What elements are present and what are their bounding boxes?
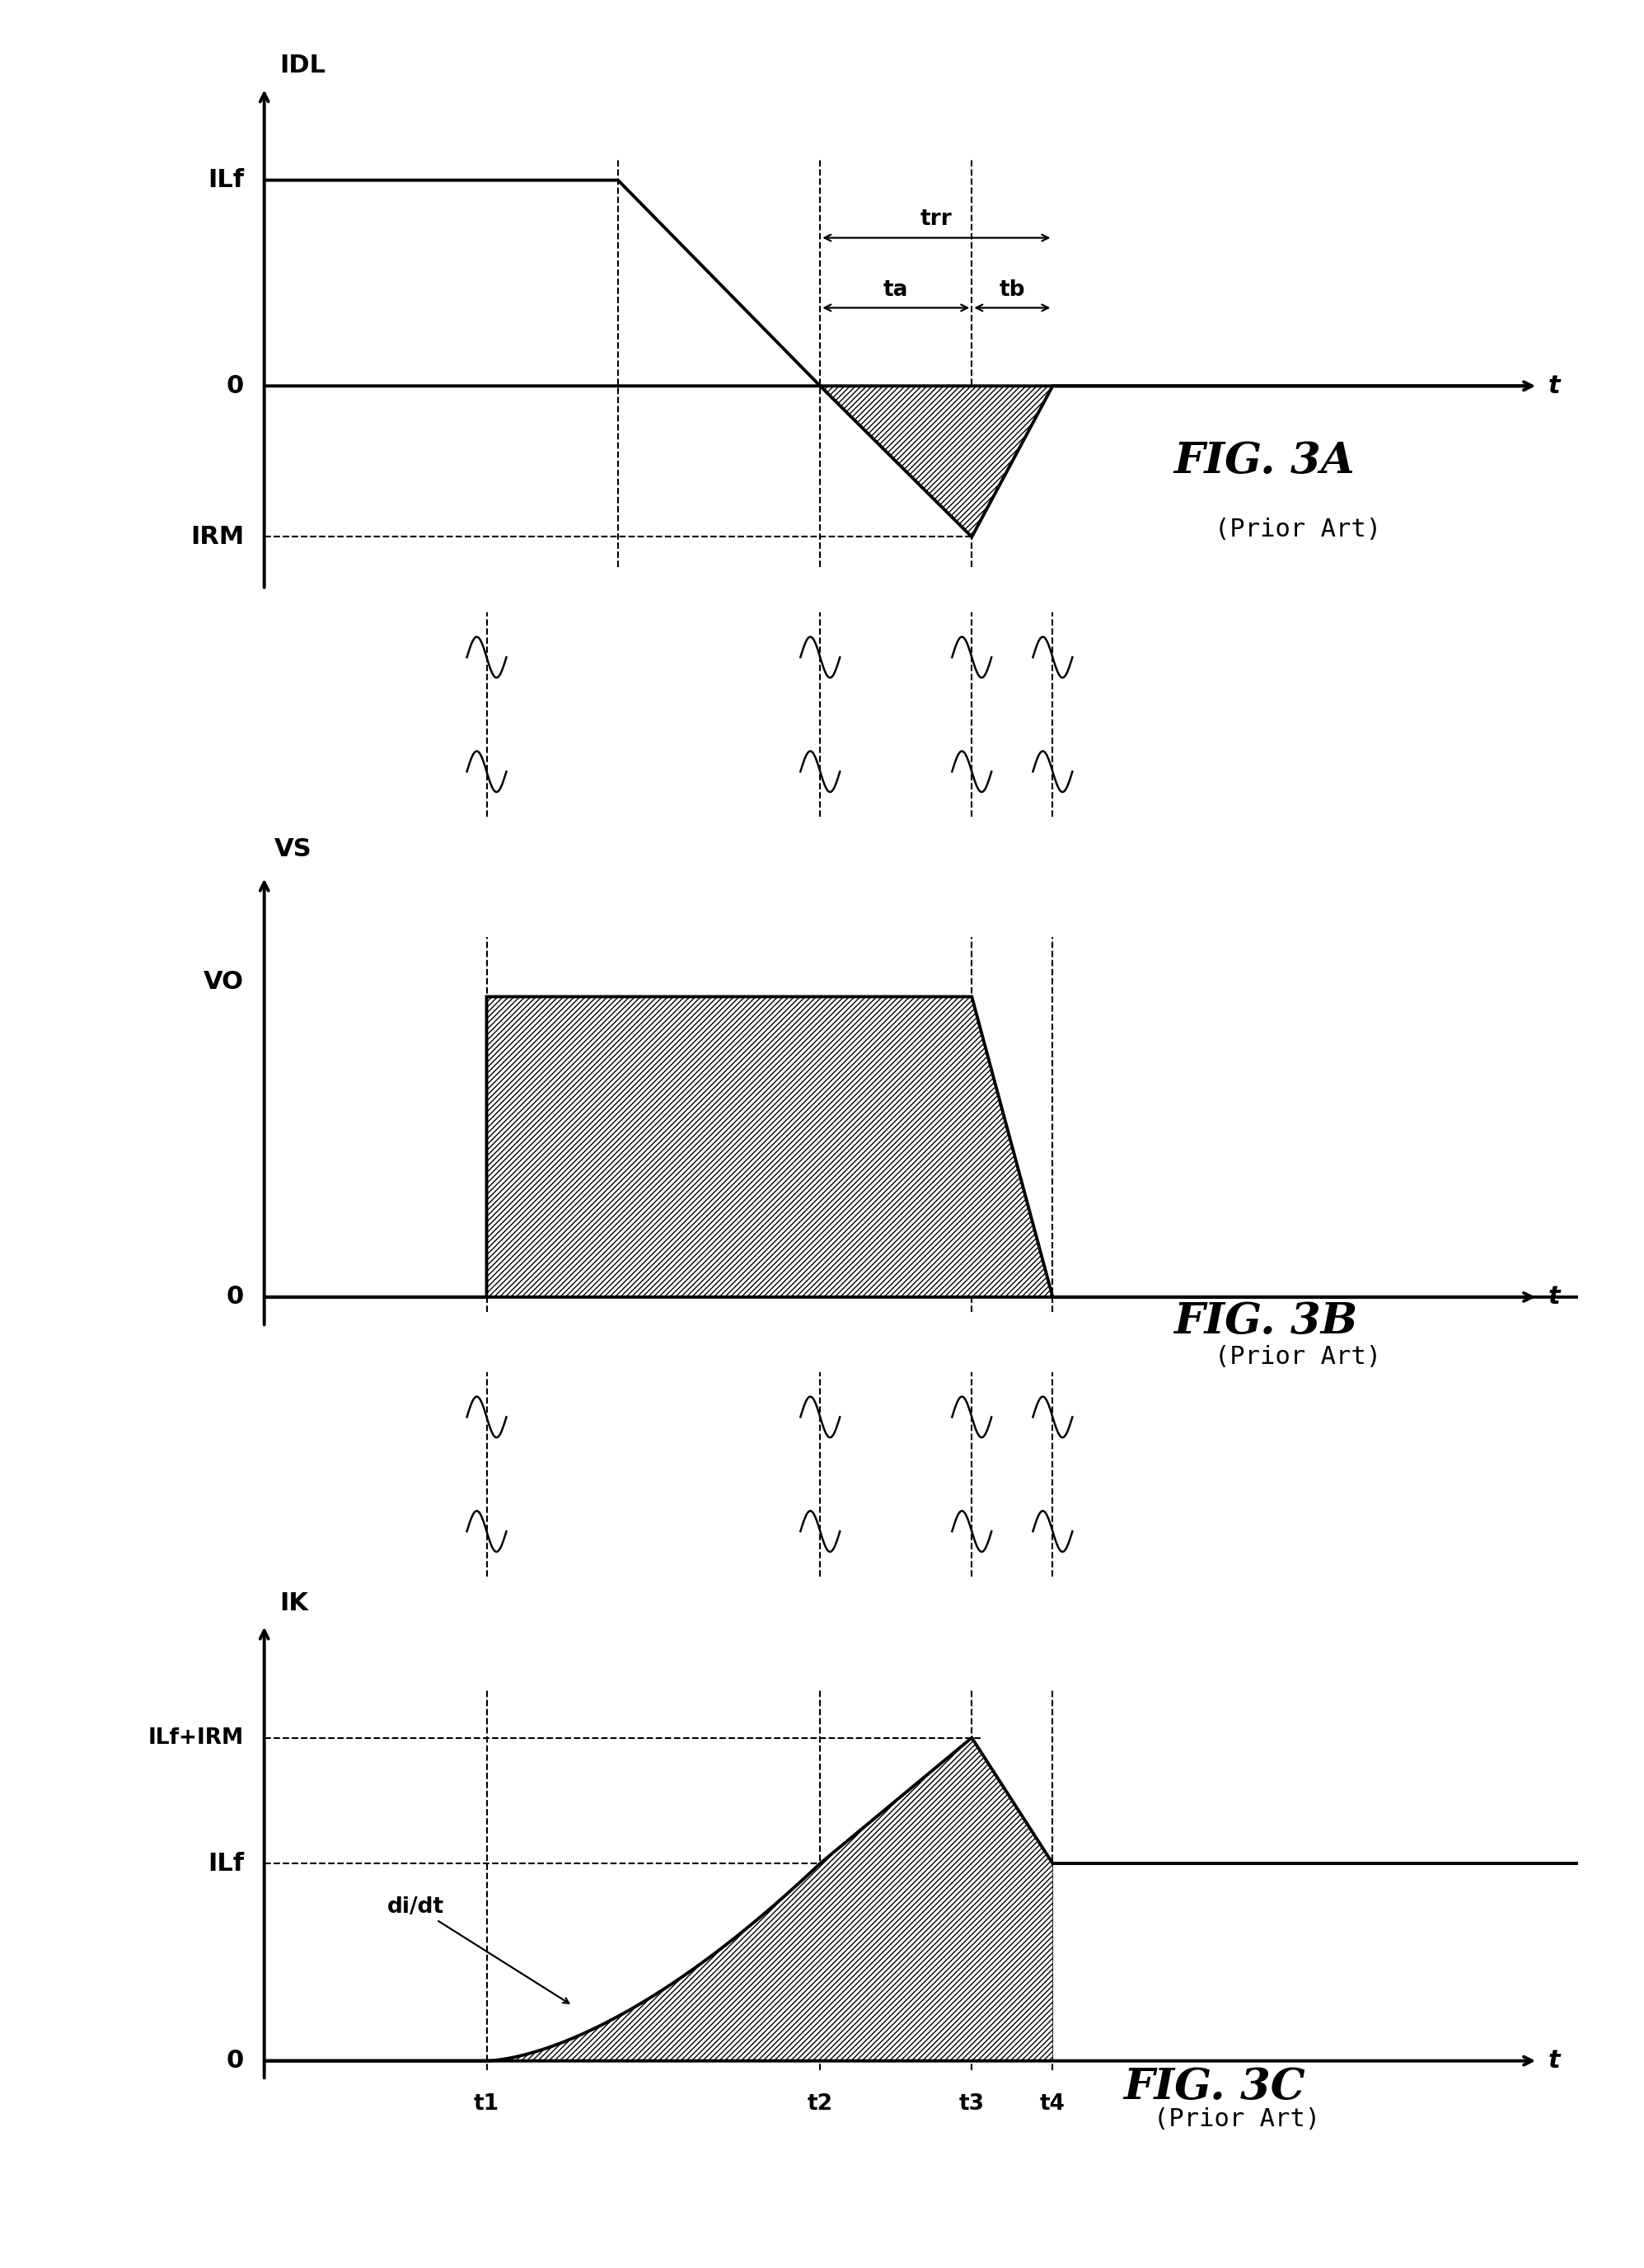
Text: VO: VO (204, 971, 243, 993)
Text: FIG. 3B: FIG. 3B (1174, 1300, 1358, 1343)
Text: 0: 0 (227, 1286, 243, 1309)
Text: trr: trr (921, 209, 952, 229)
Text: VS: VS (275, 837, 312, 862)
Text: ILf+IRM: ILf+IRM (148, 1726, 243, 1749)
Text: (Prior Art): (Prior Art) (1215, 1345, 1381, 1370)
Text: 0: 0 (227, 374, 243, 397)
Text: t1: t1 (473, 2093, 500, 2114)
Polygon shape (487, 996, 1052, 1297)
Text: (Prior Art): (Prior Art) (1154, 2107, 1320, 2132)
Text: t2: t2 (807, 2093, 834, 2114)
Text: 0: 0 (227, 2048, 243, 2073)
Text: t: t (1549, 374, 1560, 397)
Text: t: t (1549, 2048, 1560, 2073)
Text: ILf: ILf (207, 168, 243, 193)
Text: t: t (1549, 1286, 1560, 1309)
Polygon shape (487, 1737, 1052, 2062)
Text: IK: IK (279, 1592, 309, 1615)
Text: t4: t4 (1041, 2093, 1065, 2114)
Text: t3: t3 (958, 2093, 985, 2114)
Text: tb: tb (1000, 279, 1026, 302)
Text: FIG. 3A: FIG. 3A (1174, 440, 1355, 483)
Text: di/dt: di/dt (388, 1896, 569, 2003)
Text: FIG. 3C: FIG. 3C (1123, 2066, 1305, 2107)
Polygon shape (820, 386, 1052, 538)
Text: IRM: IRM (191, 524, 243, 549)
Text: ta: ta (883, 279, 909, 302)
Text: ILf: ILf (207, 1851, 243, 1876)
Text: IDL: IDL (279, 54, 326, 77)
Text: (Prior Art): (Prior Art) (1215, 517, 1381, 542)
